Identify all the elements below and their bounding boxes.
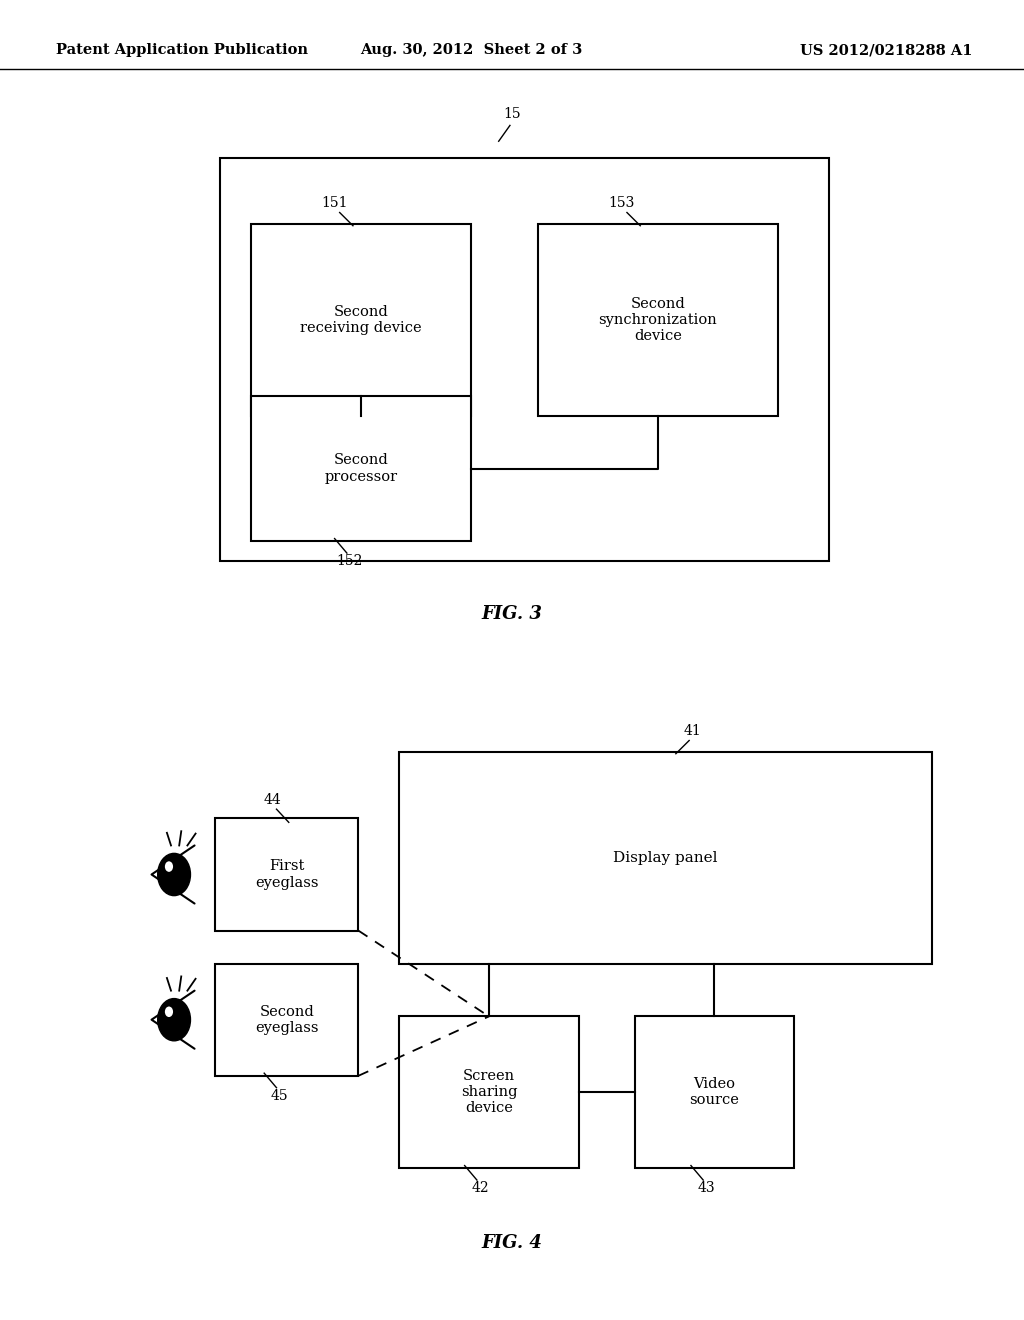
Bar [538,224,778,416]
Text: FIG. 4: FIG. 4 [481,1234,543,1253]
Text: Second
processor: Second processor [325,454,397,483]
Text: 44: 44 [263,792,282,807]
Circle shape [165,1006,173,1016]
Text: 151: 151 [322,195,348,210]
Text: Screen
sharing
device: Screen sharing device [461,1069,517,1115]
Bar [220,158,829,561]
Text: 43: 43 [697,1181,715,1196]
Bar [399,1016,579,1168]
Text: Aug. 30, 2012  Sheet 2 of 3: Aug. 30, 2012 Sheet 2 of 3 [359,44,583,57]
Text: 41: 41 [683,723,701,738]
Circle shape [165,862,173,873]
Circle shape [158,998,190,1040]
Text: US 2012/0218288 A1: US 2012/0218288 A1 [801,44,973,57]
Text: 152: 152 [337,554,364,569]
Text: First
eyeglass: First eyeglass [255,859,318,890]
Bar [251,396,471,541]
Bar [635,1016,794,1168]
Text: Video
source: Video source [689,1077,739,1107]
Text: Display panel: Display panel [613,851,718,865]
Bar [215,818,358,931]
Text: FIG. 3: FIG. 3 [481,605,543,623]
Text: 42: 42 [471,1181,488,1196]
Bar [399,752,932,964]
Text: Second
synchronization
device: Second synchronization device [599,297,717,343]
Circle shape [158,854,190,896]
Text: Second
receiving device: Second receiving device [300,305,422,335]
Text: 15: 15 [503,107,521,121]
Text: 45: 45 [270,1089,289,1104]
Text: Second
eyeglass: Second eyeglass [255,1005,318,1035]
Bar [215,964,358,1076]
Text: Patent Application Publication: Patent Application Publication [56,44,308,57]
Bar [251,224,471,416]
Text: 153: 153 [608,195,635,210]
